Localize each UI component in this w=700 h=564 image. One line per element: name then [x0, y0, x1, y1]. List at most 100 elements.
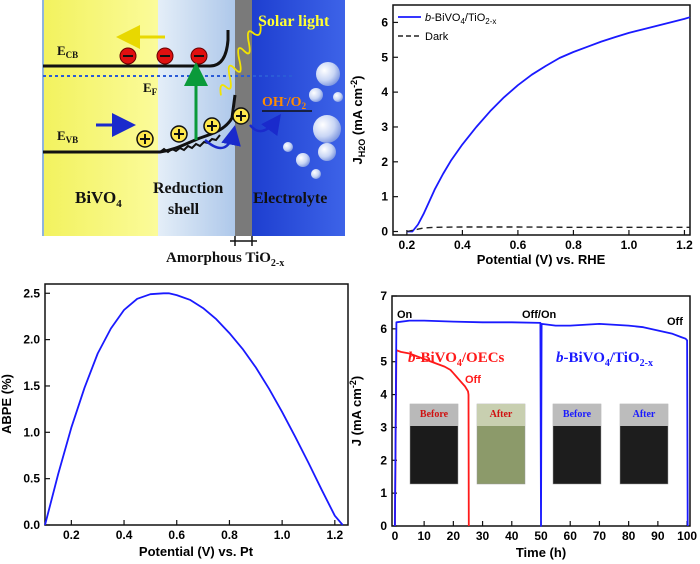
stability-y-tick-label: 4: [380, 388, 387, 402]
stability-y-tick-label: 2: [380, 453, 387, 467]
stability-off-blue-label: Off: [667, 316, 683, 328]
stability-x-tick-label: 80: [622, 529, 636, 543]
stability-y-tick-label: 1: [380, 486, 387, 500]
jv-legend-dark-label: Dark: [425, 31, 449, 43]
stability-y-tick-label: 3: [380, 420, 387, 434]
ef-label: EF: [143, 80, 158, 97]
abpe-x-axis-label: Potential (V) vs. Pt: [139, 544, 254, 559]
stability-offon-label: Off/On: [522, 309, 556, 321]
stability-y-tick-label: 6: [380, 322, 387, 336]
stability-x-tick-label: 0: [392, 529, 399, 543]
jv-legend-light-label: b-BiVO4/TiO2-x: [425, 12, 496, 26]
evb-label: EVB: [57, 128, 78, 145]
reduction-label: Reduction: [153, 180, 223, 197]
stability-chart: Before After Before After 0 10 20 30 40 50 60 7…: [348, 289, 697, 560]
stability-off-red-label: Off: [465, 374, 481, 386]
stability-blue-series-label: b-BiVO4/TiO2-x: [556, 350, 653, 369]
stability-x-tick-label: 10: [417, 529, 431, 543]
bubbles: [283, 62, 343, 179]
jv-y-tick-label: 0: [381, 225, 388, 239]
photo-blue-after-label: After: [633, 409, 656, 420]
jv-y-tick-label: 5: [381, 50, 388, 64]
abpe-x-tick-label: 0.6: [168, 528, 185, 542]
jv-legend: b-BiVO4/TiO2-x Dark: [398, 12, 496, 43]
stability-x-tick-label: 30: [476, 529, 490, 543]
abpe-x-tick-label: 0.4: [116, 528, 133, 542]
jv-x-ticks: 0.2 0.4 0.6 0.8 1.0 1.2: [399, 230, 693, 252]
photo-red-before: Before: [409, 403, 459, 485]
jv-series-1-line: [406, 16, 691, 233]
band-diagram: ECB EF EVB BiVO4 Reduction shell Electro…: [42, 0, 345, 269]
jv-x-tick-label: 1.0: [621, 238, 638, 252]
stability-series-1-line: [394, 349, 470, 527]
amorphous-tio2-label: Amorphous TiO2-x: [166, 250, 284, 269]
stability-series-2-line: [394, 319, 689, 527]
conduction-band: [43, 30, 230, 68]
shell-label: shell: [168, 201, 200, 218]
electrolyte-label: Electrolyte: [253, 190, 327, 207]
stability-series-group: [394, 319, 689, 527]
stability-x-ticks: 0 10 20 30 40 50 60 70 80 90 100: [392, 521, 697, 543]
abpe-y-tick-label: 0.5: [23, 472, 40, 486]
holes: [136, 107, 250, 148]
jv-plot-frame: [392, 4, 691, 236]
light-wave: [219, 23, 262, 96]
jv-y-tick-label: 1: [381, 190, 388, 204]
stability-x-tick-label: 40: [505, 529, 519, 543]
stability-x-tick-label: 50: [534, 529, 548, 543]
jv-y-tick-label: 3: [381, 120, 388, 134]
abpe-y-ticks: 0.0 0.5 1.0 1.5 2.0 2.5: [23, 286, 50, 532]
stability-y-tick-label: 0: [380, 519, 387, 533]
abpe-chart: 0.2 0.4 0.6 0.8 1.0 1.2 0.0 0.5 1.0 1.5 2.0 2.5 Po…: [0, 283, 349, 559]
stability-y-axis-label: J (mA cm-2): [348, 376, 364, 446]
transfer-arrow-1: [204, 125, 241, 150]
jv-x-tick-label: 0.2: [399, 238, 416, 252]
photo-red-before-label: Before: [420, 409, 449, 420]
stability-x-tick-label: 70: [593, 529, 607, 543]
abpe-y-tick-label: 0.0: [23, 518, 40, 532]
jv-x-tick-label: 0.8: [565, 238, 582, 252]
jv-y-tick-label: 2: [381, 155, 388, 169]
photo-blue-before-label: Before: [563, 409, 592, 420]
oh-o2-label: OH-/O2: [262, 93, 307, 111]
transfer-arrow-2: [249, 113, 281, 137]
abpe-y-tick-label: 2.5: [23, 286, 40, 300]
photo-red-after: After: [476, 403, 526, 485]
stability-x-tick-label: 20: [447, 529, 461, 543]
valence-band-zigzag: [159, 134, 221, 154]
abpe-series-1-line: [44, 292, 344, 526]
ecb-label: ECB: [57, 43, 78, 60]
abpe-series-group: [44, 292, 344, 526]
stability-y-tick-label: 5: [380, 355, 387, 369]
photo-blue-before: Before: [552, 403, 602, 485]
abpe-x-ticks: 0.2 0.4 0.6 0.8 1.0 1.2: [63, 520, 343, 542]
abpe-y-axis-label: ABPE (%): [0, 374, 14, 434]
photo-red-after-label: After: [490, 409, 513, 420]
stability-red-series-label: b-BiVO4/OECs: [408, 350, 505, 369]
stability-x-tick-label: 90: [651, 529, 665, 543]
photo-blue-after: After: [619, 403, 669, 485]
jv-y-ticks: 0 1 2 3 4 5 6: [381, 15, 398, 239]
abpe-y-tick-label: 1.0: [23, 425, 40, 439]
abpe-y-tick-label: 2.0: [23, 333, 40, 347]
abpe-x-tick-label: 0.8: [221, 528, 238, 542]
abpe-x-tick-label: 0.2: [63, 528, 80, 542]
stability-x-tick-label: 60: [564, 529, 578, 543]
stability-y-tick-label: 7: [380, 289, 387, 303]
jv-y-tick-label: 4: [381, 85, 388, 99]
bivo4-label: BiVO4: [75, 188, 122, 210]
jv-y-axis-label: JH2O (mA cm-2): [349, 76, 367, 165]
abpe-y-tick-label: 1.5: [23, 379, 40, 393]
jv-series-group: [406, 16, 691, 233]
jv-x-axis-label: Potential (V) vs. RHE: [477, 252, 606, 267]
abpe-x-tick-label: 1.0: [274, 528, 291, 542]
jv-y-tick-label: 6: [381, 15, 388, 29]
amorphous-marker: [230, 236, 257, 246]
abpe-plot-frame: [44, 283, 349, 526]
abpe-x-tick-label: 1.2: [326, 528, 343, 542]
stability-x-tick-label: 100: [677, 529, 697, 543]
electrons: [119, 47, 208, 65]
stability-y-ticks: 0 1 2 3 4 5 6 7: [380, 289, 397, 533]
jv-series-2-line: [406, 226, 690, 233]
